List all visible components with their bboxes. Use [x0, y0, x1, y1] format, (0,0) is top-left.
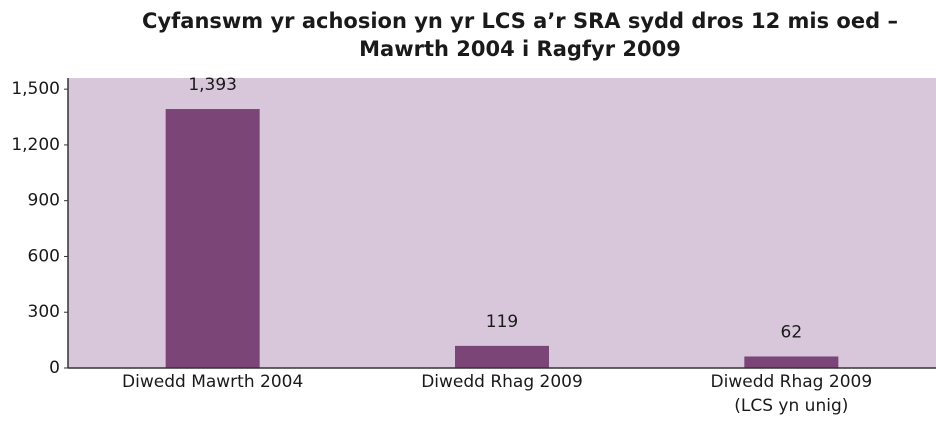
y-tick-label: 300	[28, 302, 60, 322]
value-label: 1,393	[188, 75, 237, 95]
y-tick-label: 900	[28, 191, 60, 211]
x-tick-label: Diwedd Rhag 2009 (LCS yn unig)	[710, 372, 873, 416]
value-label: 119	[486, 312, 518, 332]
value-label: 62	[781, 322, 803, 342]
y-tick-label: 1,500	[11, 79, 60, 99]
chart-title: Cyfanswm yr achosion yn yr LCS a’r SRA s…	[142, 9, 898, 33]
chart-subtitle: Mawrth 2004 i Ragfyr 2009	[359, 37, 681, 61]
y-tick-label: 600	[28, 246, 60, 266]
x-tick-label: Diwedd Mawrth 2004	[122, 372, 304, 392]
y-tick-label: 0	[49, 358, 60, 378]
y-tick-label: 1,200	[11, 135, 60, 155]
bar	[165, 109, 260, 369]
bar	[455, 345, 549, 368]
x-tick-label: Diwedd Rhag 2009	[421, 372, 583, 392]
bar	[744, 356, 839, 368]
